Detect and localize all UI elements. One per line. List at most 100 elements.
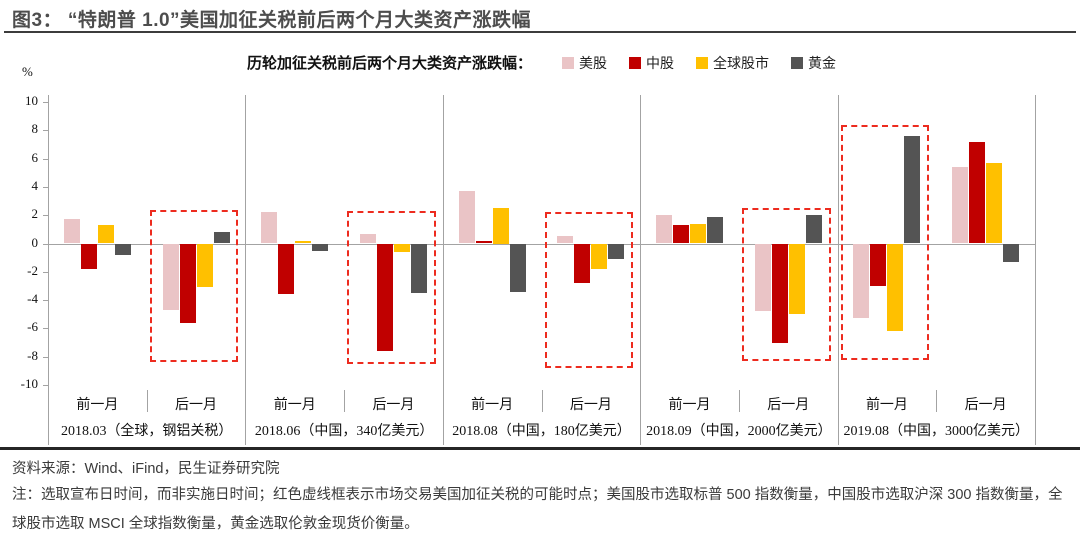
bar-美股 [754,243,771,312]
y-tick-label: 10 [25,93,38,108]
bar-全球股市 [492,208,509,244]
legend-label: 美股 [579,56,607,72]
period-label: 前一月 [668,398,711,413]
bar-中股 [278,243,295,295]
period-label: 前一月 [865,398,908,413]
group-label: 2018.08（中国，180亿美元） [452,424,631,439]
period-label: 前一月 [273,398,316,413]
y-tick-label: 6 [31,149,39,165]
y-tick-mark [43,243,48,245]
bar-美股 [557,236,574,244]
highlight-dashed-box [149,209,239,363]
bar-美股 [63,219,80,244]
bar-中股 [574,243,591,284]
bar-美股 [952,167,969,244]
period-label: 后一月 [569,398,612,413]
period-label: 后一月 [964,398,1007,413]
y-tick-mark [43,215,48,217]
bar-中股 [376,243,393,352]
y-tick-label: 0 [31,234,39,250]
bar-中股 [870,243,887,286]
legend-swatch-icon [696,56,708,69]
bar-黄金 [904,135,921,244]
bar-美股 [162,243,179,310]
legend-swatch-icon [629,56,641,69]
y-tick-mark [43,356,48,358]
bar-黄金 [410,243,427,294]
y-tick-mark [43,385,48,386]
source-text: 资料来源：Wind、iFind，民生证券研究院 [12,461,280,477]
bar-全球股市 [986,162,1003,244]
legend-item: 黄金 [791,53,836,73]
sublabel-separator [146,390,148,412]
bar-黄金 [805,215,822,244]
group-label: 2019.08（中国，3000亿美元） [843,424,1030,439]
figure-title: 图3： “特朗普 1.0”美国加征关税前后两个月大类资产涨跌幅 [12,10,532,31]
y-tick-label: -2 [27,262,38,278]
highlight-dashed-box [544,212,634,368]
period-label: 后一月 [372,398,415,413]
x-axis-zero-line [48,243,1035,245]
y-tick-label: 2 [31,206,39,222]
legend-swatch-icon [562,56,574,69]
bar-全球股市 [295,240,312,244]
bar-美股 [458,191,475,244]
bar-美股 [359,233,376,244]
sublabel-separator [541,390,543,412]
bar-黄金 [707,216,724,244]
legend-item: 全球股市 [696,53,769,73]
bar-黄金 [114,243,131,255]
group-label: 2018.03（全球，钢铝关税） [60,424,233,439]
y-tick-label: 4 [31,177,39,193]
chart-subtitle: 历轮加征关税前后两个月大类资产涨跌幅： [246,56,532,72]
highlight-dashed-box [741,208,831,361]
y-tick-label: -6 [27,319,38,335]
bar-全球股市 [591,243,608,269]
bar-全球股市 [393,243,410,252]
bar-黄金 [608,243,625,260]
y-tick-label: -8 [27,347,38,363]
legend-item: 美股 [562,53,607,73]
note-text: 注：选取宣布日时间，而非实施日时间；红色虚线框表示市场交易美国加征关税的可能时点… [12,487,1063,532]
bar-黄金 [312,243,329,251]
y-tick-label: -10 [20,376,38,391]
bar-中股 [80,243,97,269]
bar-美股 [261,212,278,244]
y-axis-unit-label: % [22,64,33,79]
chart-header: 历轮加征关税前后两个月大类资产涨跌幅： 美股 中股 全球股市 黄金 [48,52,1035,73]
legend-label: 中股 [646,56,674,72]
bar-中股 [475,240,492,244]
y-tick-mark [43,158,48,160]
bar-中股 [179,243,196,323]
group-separator [442,95,444,445]
y-tick-mark [43,300,48,302]
group-separator [837,95,839,445]
group-separator [1035,95,1036,445]
period-label: 前一月 [76,398,119,413]
y-tick-label: 8 [31,121,39,137]
bar-全球股市 [887,243,904,332]
group-separator [245,95,247,445]
legend-item: 中股 [629,53,674,73]
period-label: 前一月 [471,398,514,413]
bar-全球股市 [97,225,114,244]
sublabel-separator [738,390,740,412]
period-label: 后一月 [175,398,218,413]
bar-黄金 [213,232,230,244]
y-tick-mark [43,328,48,330]
y-tick-mark [43,102,48,103]
bar-黄金 [509,243,526,292]
bar-美股 [656,215,673,244]
bar-全球股市 [196,243,213,288]
footer-divider [0,447,1080,450]
bar-中股 [969,141,986,244]
group-separator [640,95,642,445]
y-tick-mark [43,271,48,273]
sublabel-separator [344,390,346,412]
period-label: 后一月 [767,398,810,413]
legend-label: 全球股市 [713,56,769,72]
y-tick-mark [43,186,48,188]
legend-swatch-icon [791,56,803,69]
